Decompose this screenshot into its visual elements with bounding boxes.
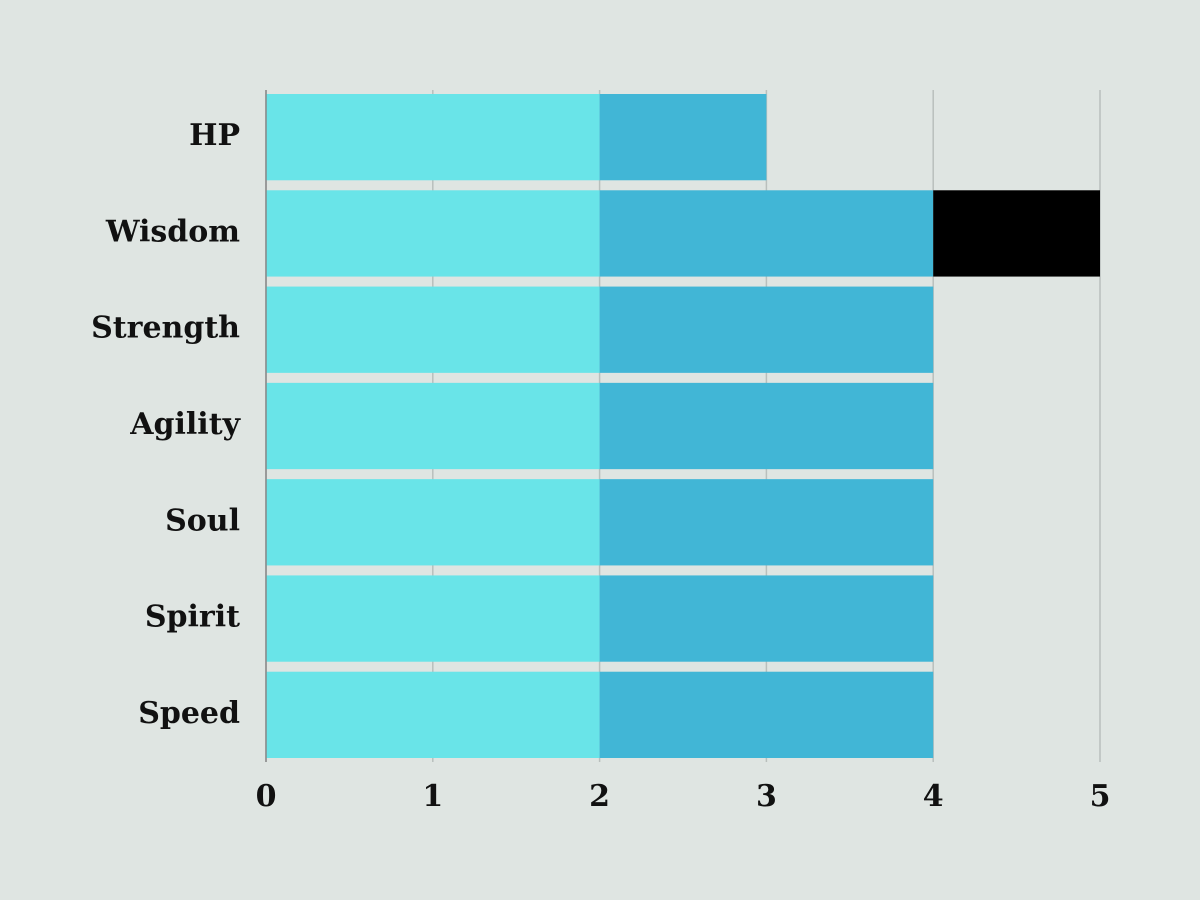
bar-segment (266, 479, 600, 566)
y-tick-label: HP (189, 118, 240, 153)
bar-segment (266, 671, 600, 758)
y-tick-label: Strength (91, 311, 240, 346)
bar-segment (266, 286, 600, 373)
bar-segment (599, 382, 934, 470)
y-tick-label: Soul (165, 503, 240, 538)
x-tick-label: 1 (422, 779, 443, 814)
y-tick-label: Wisdom (105, 214, 240, 249)
y-tick-label: Agility (129, 407, 241, 442)
x-tick-label: 5 (1090, 779, 1111, 814)
bar-segment (266, 190, 600, 277)
bar-segment (266, 94, 600, 181)
y-tick-label: Speed (138, 696, 240, 731)
bar-segment (266, 575, 600, 662)
bar-segment (599, 479, 934, 566)
bar-segment (599, 190, 934, 277)
bar-segment (599, 671, 934, 758)
bar-segment (266, 382, 600, 470)
x-tick-label: 0 (256, 779, 277, 814)
bar-segment (599, 286, 934, 373)
bar-segment (933, 190, 1100, 277)
x-tick-label: 4 (923, 779, 944, 814)
x-tick-label: 3 (756, 779, 777, 814)
y-tick-label: Spirit (145, 600, 240, 635)
bar-segment (599, 94, 767, 181)
bar-segment (599, 575, 934, 662)
x-tick-label: 2 (589, 779, 610, 814)
